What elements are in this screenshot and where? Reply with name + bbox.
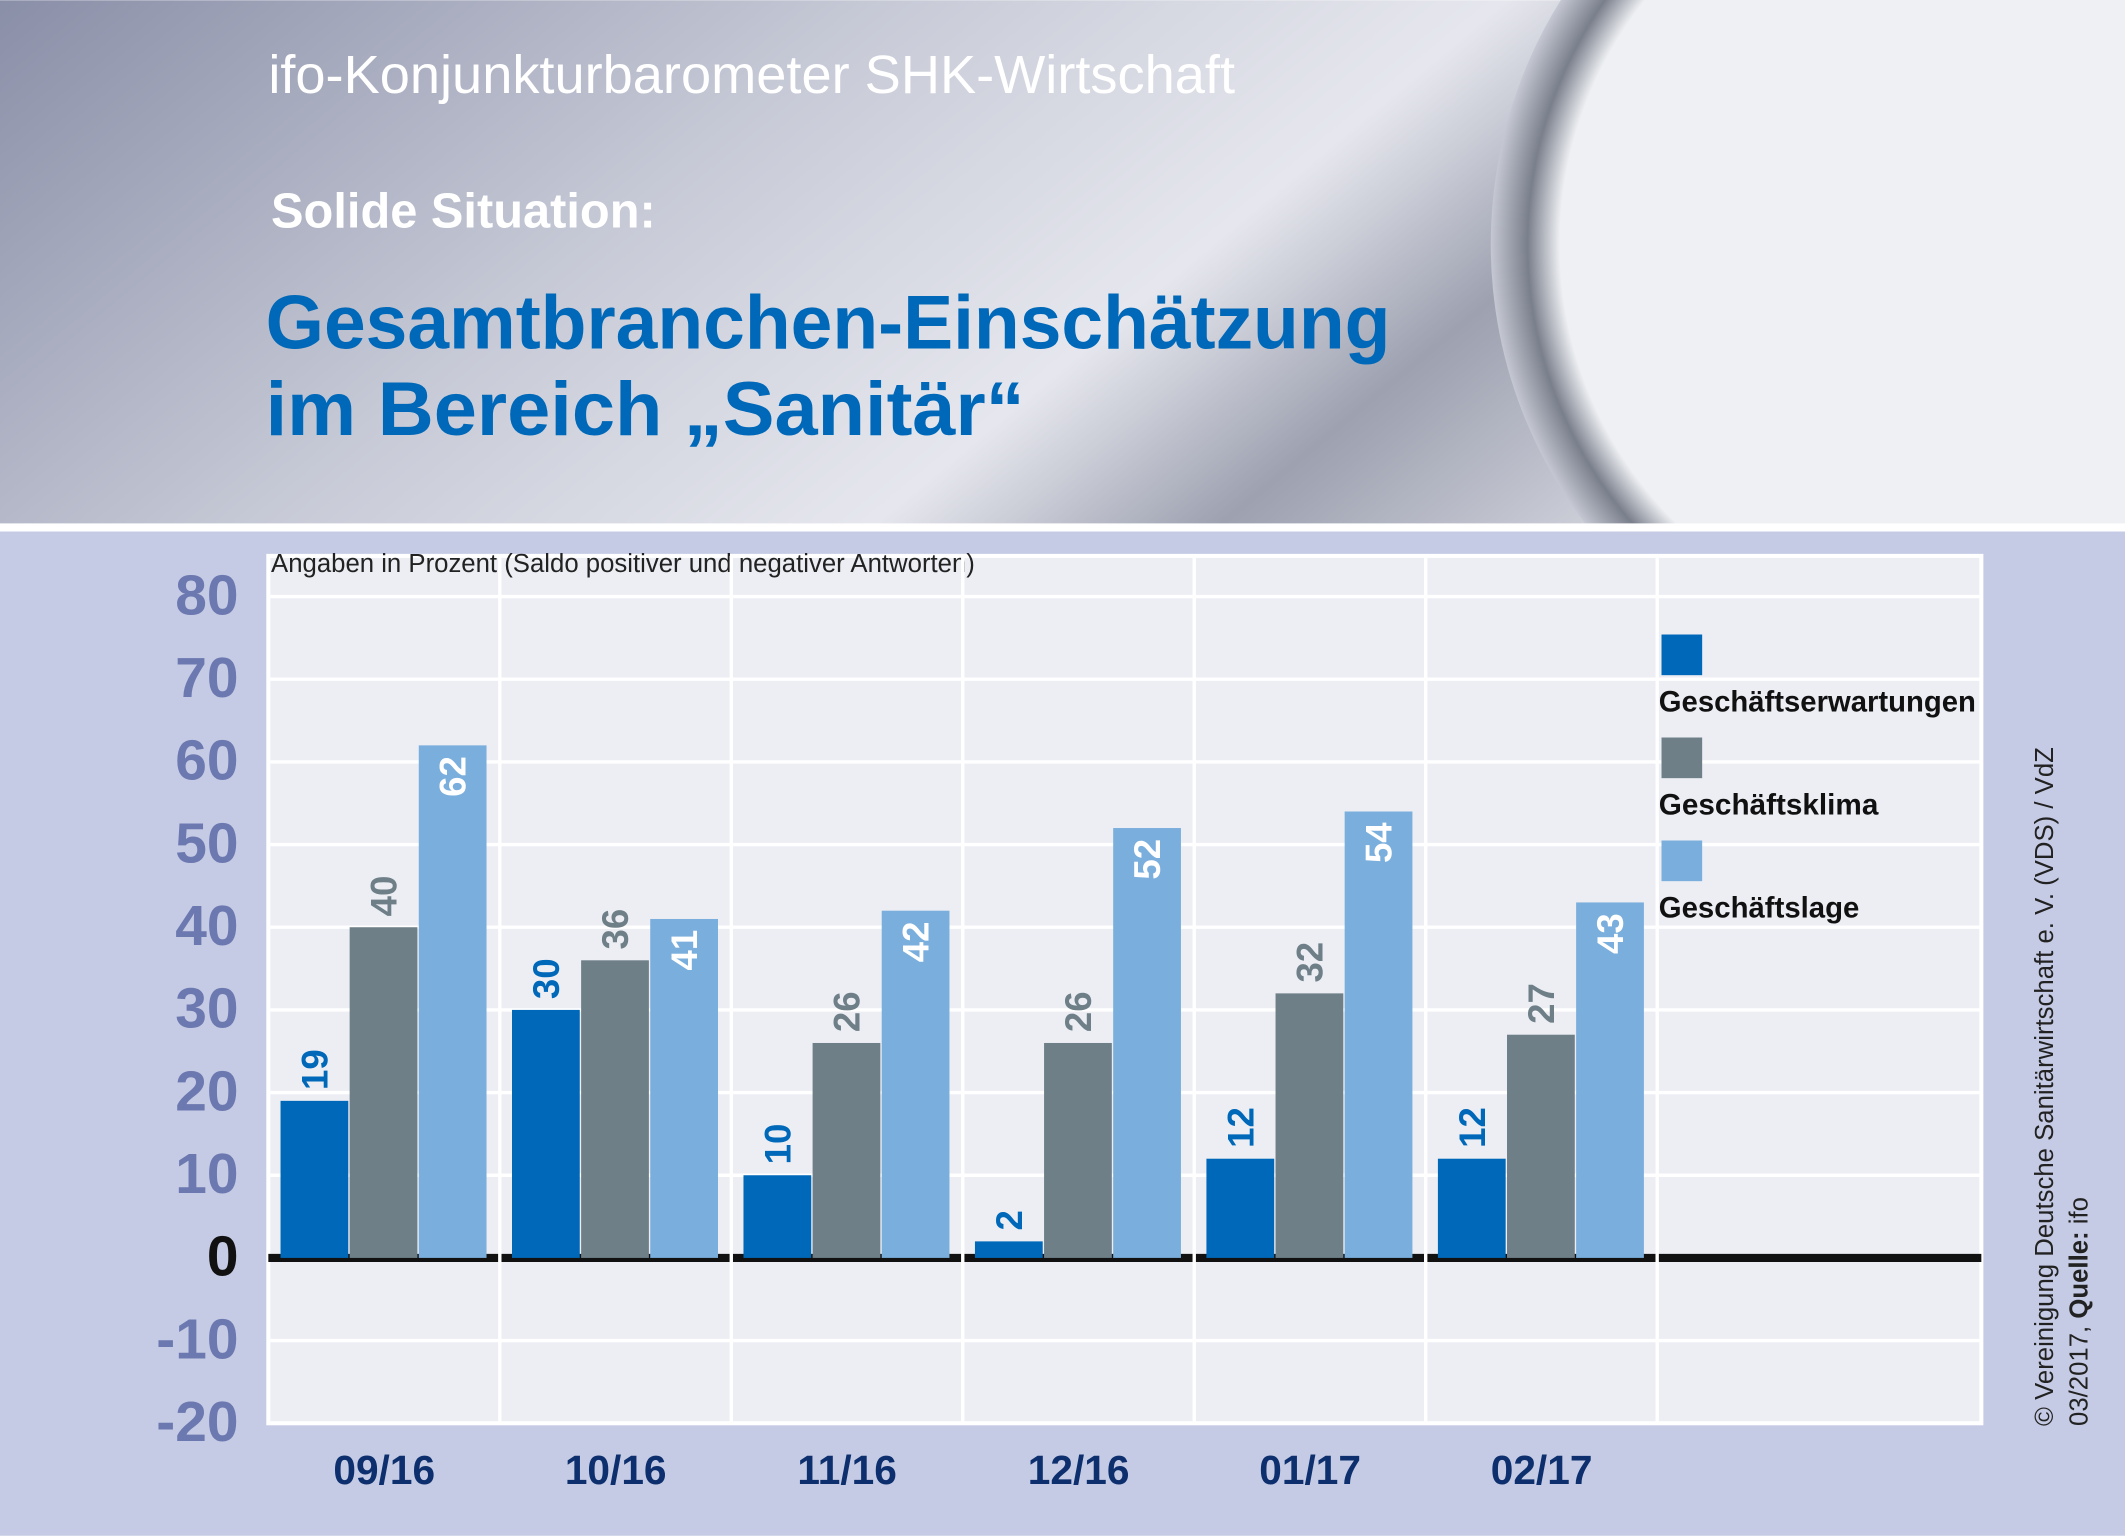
value-label: 19 — [294, 1049, 335, 1090]
value-label-group: 26 — [827, 991, 868, 1032]
source: © Vereinigung Deutsche Sanitärwirtschaft… — [2031, 747, 2059, 1426]
value-label-group: 42 — [896, 922, 937, 963]
bar — [974, 1241, 1043, 1258]
value-label-group: 54 — [1359, 822, 1400, 863]
legend-label: Geschäftsklima — [1659, 788, 1879, 821]
x-tick-label: 01/17 — [1259, 1447, 1361, 1493]
bar — [1507, 1034, 1575, 1258]
y-tick-label: 60 — [175, 729, 238, 793]
source-value: ifo — [2065, 1197, 2093, 1224]
bar — [1576, 902, 1644, 1258]
bar — [1275, 993, 1344, 1258]
source: 03/2017, Quelle: ifo — [2065, 1197, 2093, 1426]
value-label-group: 12 — [1220, 1107, 1261, 1148]
value-label-group: 2 — [989, 1210, 1030, 1230]
bar — [280, 1100, 349, 1258]
legend-swatch — [1661, 634, 1703, 676]
value-label-group: 10 — [757, 1124, 798, 1165]
value-label: 40 — [364, 876, 405, 917]
y-tick-label: 30 — [175, 977, 238, 1041]
bar — [418, 745, 487, 1258]
value-label-group: 12 — [1452, 1107, 1493, 1148]
bar — [512, 1009, 580, 1258]
value-label: 32 — [1289, 942, 1330, 983]
value-label: 43 — [1590, 913, 1631, 954]
value-label-group: 26 — [1058, 991, 1099, 1032]
value-label-group: 52 — [1127, 839, 1168, 880]
value-label: 62 — [433, 756, 474, 797]
value-label-group: 43 — [1590, 913, 1631, 954]
value-label: 26 — [827, 991, 868, 1032]
y-tick-label: 50 — [175, 811, 238, 875]
legend-label: Geschäftslage — [1659, 891, 1860, 924]
subtitle: Solide Situation: — [271, 184, 656, 238]
y-tick-label: 70 — [175, 646, 238, 710]
value-label: 54 — [1359, 822, 1400, 863]
value-label: 10 — [757, 1124, 798, 1165]
value-label: 12 — [1452, 1107, 1493, 1148]
value-label: 2 — [989, 1210, 1030, 1230]
value-label-group: 27 — [1521, 983, 1562, 1024]
bar — [812, 1042, 881, 1258]
legend-swatch — [1661, 737, 1703, 779]
x-tick-label: 11/16 — [797, 1447, 896, 1493]
y-tick-label: 10 — [175, 1142, 238, 1206]
value-label-group: 41 — [664, 930, 705, 971]
value-label-group: 36 — [595, 909, 636, 950]
y-tick-label: -10 — [156, 1307, 238, 1371]
legend-label: Geschäftserwartungen — [1659, 686, 1976, 719]
value-label-group: 62 — [433, 756, 474, 797]
bar — [1206, 1158, 1275, 1258]
title: Gesamtbranchen-Einschätzung — [266, 280, 1391, 365]
bar — [1344, 811, 1413, 1258]
value-label: 26 — [1058, 991, 1099, 1032]
value-label-group: 30 — [526, 958, 567, 999]
y-tick-label: 20 — [175, 1059, 238, 1123]
y-tick-label: -20 — [156, 1390, 238, 1454]
bar — [743, 1175, 812, 1258]
bar — [349, 927, 418, 1258]
bar — [1113, 828, 1181, 1258]
legend-swatch — [1661, 840, 1703, 882]
bar — [581, 960, 649, 1258]
kicker: ifo-Konjunkturbarometer SHK-Wirtschaft — [268, 45, 1235, 105]
bar — [1437, 1158, 1506, 1258]
value-label: 12 — [1220, 1107, 1261, 1148]
value-label: 41 — [664, 930, 705, 971]
value-label: 27 — [1521, 983, 1562, 1024]
y-tick-label: 40 — [175, 894, 238, 958]
y-tick-label: 0 — [207, 1225, 239, 1289]
axis-note: Angaben in Prozent (Saldo positiver und … — [271, 550, 975, 578]
value-label: 52 — [1127, 839, 1168, 880]
x-tick-label: 12/16 — [1028, 1447, 1130, 1493]
y-tick-label: 80 — [175, 563, 238, 627]
x-tick-label: 02/17 — [1491, 1447, 1593, 1493]
separator — [0, 523, 2125, 532]
bar — [1044, 1042, 1112, 1258]
value-label: 30 — [526, 958, 567, 999]
bar — [881, 910, 950, 1258]
value-label: 42 — [896, 922, 937, 963]
value-label-group: 19 — [294, 1049, 335, 1090]
value-label-group: 40 — [364, 876, 405, 917]
x-tick-label: 09/16 — [333, 1447, 435, 1493]
title: im Bereich „Sanitär“ — [266, 367, 1025, 452]
source-label: Quelle: — [2065, 1231, 2093, 1318]
source-date: 03/2017, — [2065, 1326, 2093, 1426]
value-label: 36 — [595, 909, 636, 950]
bar — [650, 918, 719, 1258]
x-tick-label: 10/16 — [565, 1447, 667, 1493]
value-label-group: 32 — [1289, 942, 1330, 983]
